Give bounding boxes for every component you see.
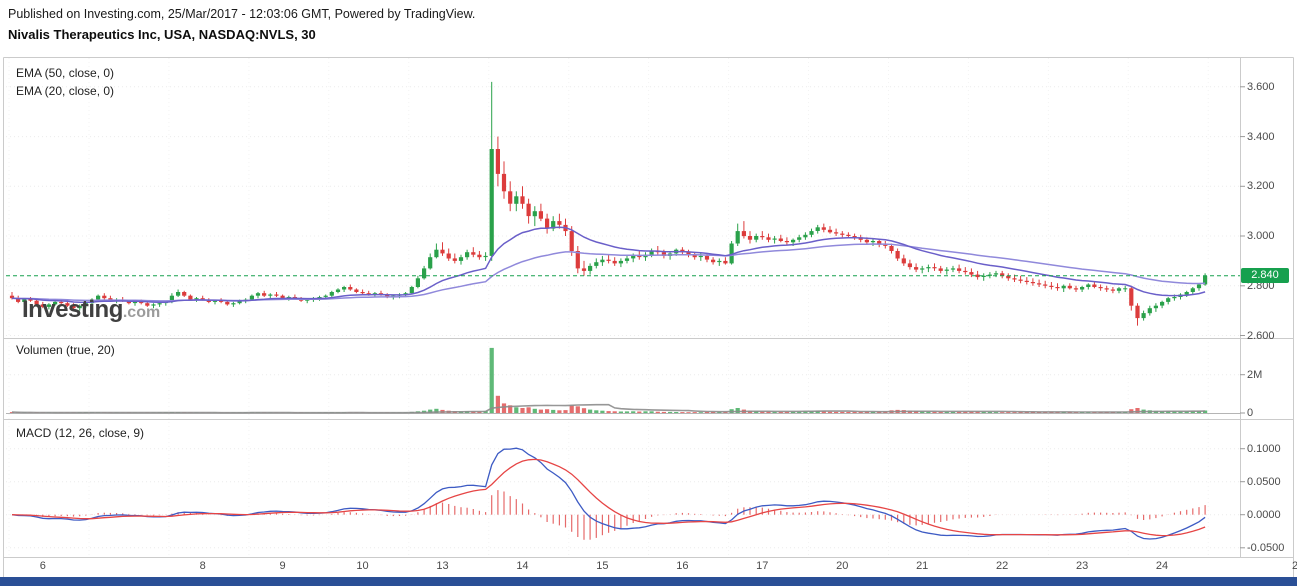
last-price-tag: 2.840: [1241, 268, 1289, 284]
price-axis-tick: 3.200: [1247, 180, 1275, 193]
time-axis-label: 23: [1075, 560, 1089, 572]
time-axis-label: 13: [436, 560, 449, 572]
macd-axis-tick: 0.1000: [1247, 442, 1281, 455]
time-axis-label: 10: [356, 560, 369, 572]
ema20-legend-label: EMA (20, close, 0): [16, 84, 115, 98]
price-axis-tick: 3.400: [1247, 130, 1275, 143]
watermark-brand: Investing: [22, 296, 123, 323]
time-axis-label: 16: [676, 560, 689, 572]
price-axis-tick: 2.600: [1247, 329, 1275, 342]
ema50-legend-label: EMA (50, close, 0): [16, 66, 115, 80]
time-axis-label: 14: [516, 560, 529, 572]
time-axis-label: 8: [199, 560, 206, 572]
watermark-suffix: .com: [122, 304, 161, 321]
volume-axis-tick: 0: [1247, 407, 1254, 419]
time-axis-label: 20: [836, 560, 849, 572]
price-axis-tick: 3.000: [1247, 230, 1275, 243]
macd-panel-legend: MACD (12, 26, close, 9): [16, 426, 145, 440]
volume-axis-tick: 2M: [1247, 368, 1263, 381]
macd-axis-tick: 0.0000: [1247, 508, 1281, 521]
time-axis-label: 9: [279, 560, 286, 572]
time-axis-label: 15: [596, 560, 609, 572]
price-panel-legend: EMA (50, close, 0) EMA (20, close, 0): [16, 64, 114, 100]
time-axis-label: 6: [39, 560, 46, 572]
time-axis-label: 24: [1155, 560, 1169, 572]
time-axis-label-overflow: 2: [1291, 560, 1297, 572]
investing-watermark: Investing.com: [22, 296, 160, 324]
published-line: Published on Investing.com, 25/Mar/2017 …: [8, 7, 476, 21]
price-axis-tick: 3.600: [1247, 80, 1275, 93]
macd-axis-tick: 0.0500: [1247, 475, 1281, 488]
time-axis-label: 21: [916, 560, 929, 572]
time-axis-label: 22: [996, 560, 1009, 572]
bottom-blue-bar: [0, 577, 1297, 586]
macd-axis-tick: -0.0500: [1247, 541, 1285, 554]
time-axis-label: 17: [756, 560, 769, 572]
instrument-title: Nivalis Therapeutics Inc, USA, NASDAQ:NV…: [8, 27, 316, 42]
volume-panel-legend: Volumen (true, 20): [16, 343, 115, 357]
